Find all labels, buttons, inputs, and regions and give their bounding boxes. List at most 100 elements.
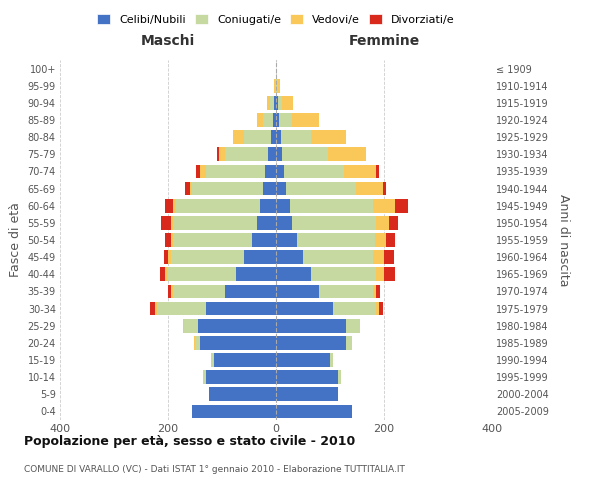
Bar [276,302,332,316]
Bar [173,199,176,212]
Bar [193,404,276,418]
Bar [184,319,198,332]
Bar [356,182,383,196]
Bar [303,250,373,264]
Y-axis label: Anni di nascita: Anni di nascita [557,194,570,286]
Bar [376,268,384,281]
Bar [276,319,346,332]
Bar [235,268,276,281]
Bar [311,268,376,281]
Bar [379,302,383,316]
Bar [233,130,244,144]
Bar [386,233,395,247]
Bar [263,182,276,196]
Bar [376,302,379,316]
Bar [319,284,373,298]
Bar [274,113,276,127]
Bar [157,302,206,316]
Bar [185,182,190,196]
Bar [276,268,311,281]
Bar [173,284,225,298]
Bar [283,148,328,161]
Bar [166,199,173,212]
Bar [276,130,281,144]
Bar [270,96,274,110]
Bar [274,79,275,92]
Bar [263,113,274,127]
Bar [375,233,386,247]
Bar [182,319,184,332]
Bar [290,199,373,212]
Bar [198,319,276,332]
Bar [278,79,280,92]
Bar [373,284,376,298]
Bar [328,148,366,161]
Bar [395,199,408,212]
Bar [384,250,394,264]
Bar [196,164,200,178]
Bar [170,250,244,264]
Bar [276,336,346,349]
Bar [211,353,214,367]
Bar [244,250,276,264]
Bar [278,113,292,127]
Bar [171,284,173,298]
Bar [173,216,257,230]
Bar [338,370,341,384]
Bar [171,233,173,247]
Bar [206,370,276,384]
Text: Popolazione per età, sesso e stato civile - 2010: Popolazione per età, sesso e stato civil… [24,435,355,448]
Bar [168,284,171,298]
Bar [164,250,168,264]
Bar [376,164,379,178]
Bar [276,233,296,247]
Bar [260,199,276,212]
Bar [376,216,389,230]
Bar [276,79,278,92]
Bar [311,130,346,144]
Bar [346,336,352,349]
Bar [209,388,276,401]
Bar [384,268,395,281]
Bar [268,96,270,110]
Bar [275,79,276,92]
Bar [346,319,360,332]
Bar [373,250,384,264]
Bar [220,148,225,161]
Bar [244,130,271,144]
Bar [276,250,303,264]
Bar [193,182,263,196]
Bar [265,164,276,178]
Bar [383,182,386,196]
Bar [206,164,265,178]
Bar [217,148,220,161]
Bar [276,199,290,212]
Text: Femmine: Femmine [349,34,419,48]
Bar [161,216,171,230]
Bar [168,268,235,281]
Bar [203,370,206,384]
Bar [276,284,319,298]
Bar [278,96,282,110]
Bar [190,182,193,196]
Bar [173,233,252,247]
Bar [284,164,343,178]
Bar [268,148,276,161]
Bar [150,302,155,316]
Bar [276,404,352,418]
Bar [166,268,168,281]
Bar [166,233,171,247]
Bar [274,96,276,110]
Bar [389,216,398,230]
Bar [155,302,157,316]
Bar [171,216,173,230]
Bar [276,164,284,178]
Bar [330,353,332,367]
Bar [276,353,330,367]
Bar [376,284,380,298]
Bar [252,233,276,247]
Bar [276,182,286,196]
Bar [206,302,276,316]
Bar [332,302,376,316]
Bar [276,216,292,230]
